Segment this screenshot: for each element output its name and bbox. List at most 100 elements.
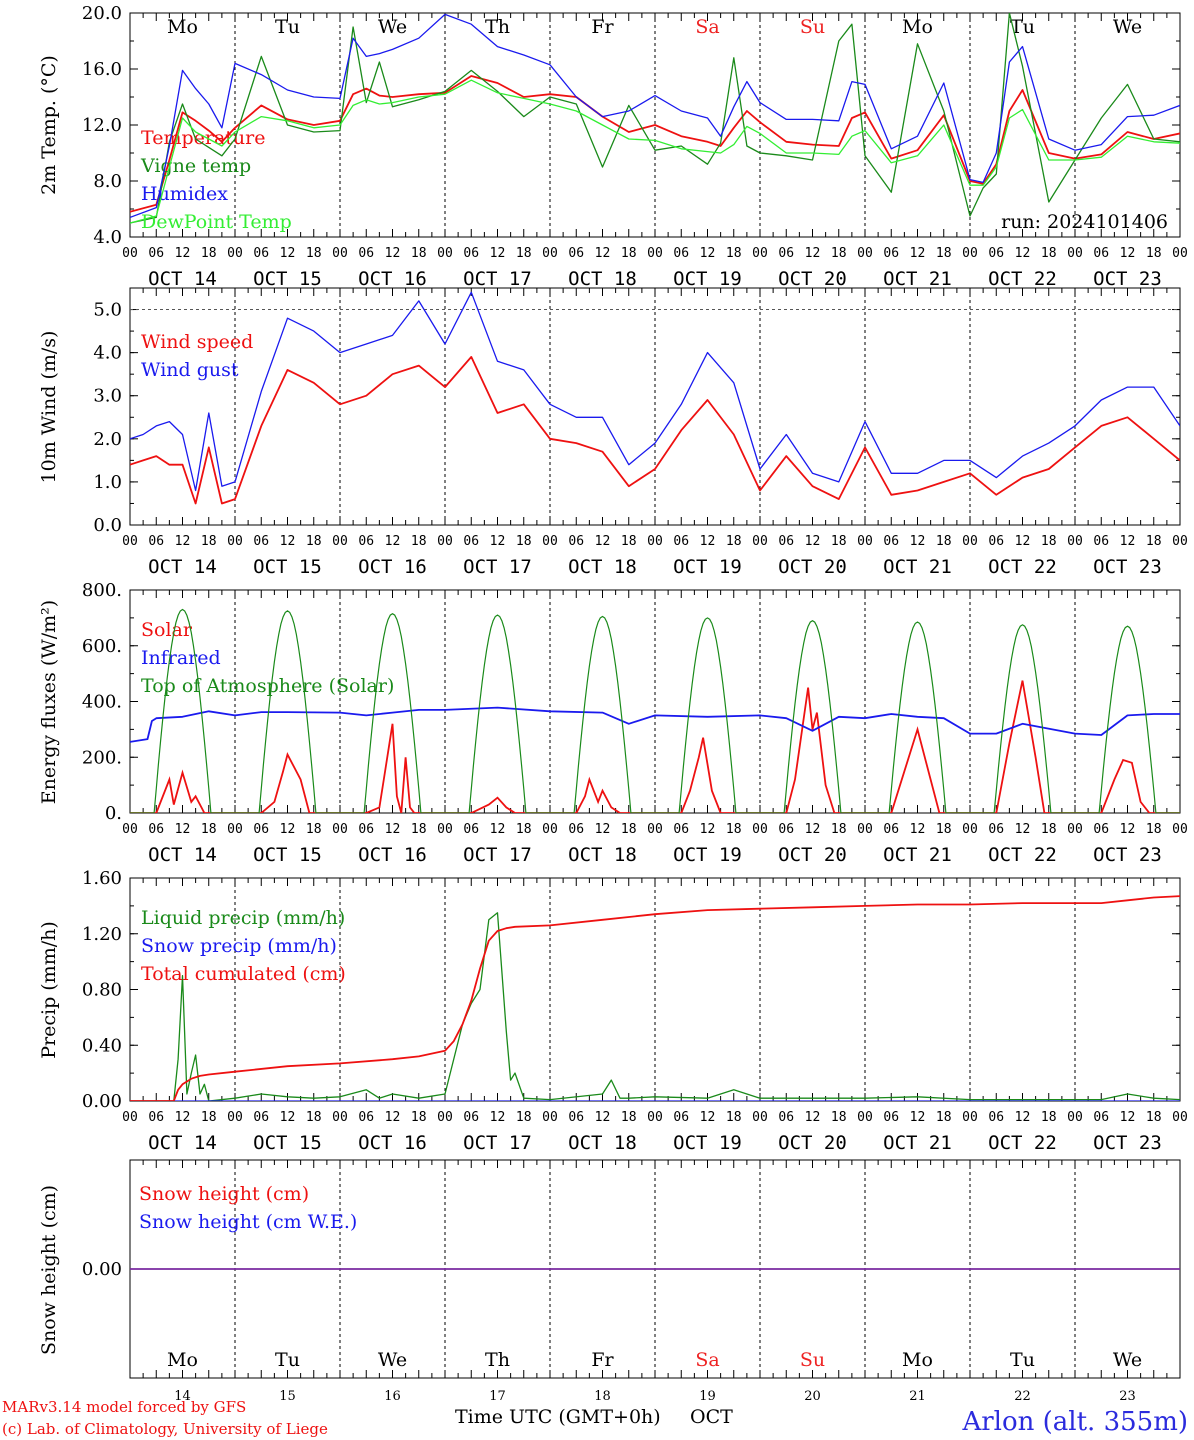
hour-tick-label: 06 (673, 246, 689, 261)
legend-entry: Snow precip (mm/h) (141, 935, 337, 957)
hour-tick-label: 18 (621, 1110, 637, 1125)
y-tick-label: 4.0 (93, 343, 122, 364)
date-label: OCT 20 (778, 268, 847, 290)
hour-tick-label: 18 (516, 534, 532, 549)
hour-tick-label: 12 (1120, 246, 1136, 261)
y-tick-label: 600. (82, 636, 122, 657)
hour-tick-label: 12 (700, 246, 716, 261)
y-tick-label: 1.20 (82, 924, 122, 945)
hour-tick-label: 06 (253, 534, 269, 549)
hour-tick-label: 00 (1172, 246, 1188, 261)
y-tick-label: 2.0 (93, 429, 122, 450)
series-line (130, 291, 1180, 492)
hour-tick-label: 18 (1041, 1110, 1057, 1125)
hour-tick-label: 00 (647, 822, 663, 837)
legend-entry: Temperature (141, 127, 265, 149)
hour-tick-label: 18 (1041, 246, 1057, 261)
hour-tick-label: 18 (726, 822, 742, 837)
panel-precip: 0.00 0.40 0.80 1.20 1.60 Precip (mm/h) 00 06 12 1… (38, 868, 1188, 1154)
hour-tick-label: 06 (253, 246, 269, 261)
hour-tick-label: 00 (1067, 822, 1083, 837)
hour-tick-label: 06 (253, 822, 269, 837)
y-tick-label: 5.0 (93, 300, 122, 321)
hour-tick-label: 06 (778, 822, 794, 837)
hour-tick-label: 18 (831, 1110, 847, 1125)
day-number-label: 16 (384, 1389, 401, 1404)
hour-tick-label: 06 (988, 822, 1004, 837)
hour-tick-label: 18 (306, 246, 322, 261)
hour-tick-label: 12 (175, 534, 191, 549)
hour-tick-label: 00 (122, 1110, 138, 1125)
weekday-label: Sa (695, 16, 719, 38)
y-tick-label: 1.0 (93, 472, 122, 493)
hour-tick-label: 18 (936, 246, 952, 261)
hour-tick-label: 00 (227, 1110, 243, 1125)
hour-tick-label: 00 (332, 246, 348, 261)
hour-tick-label: 00 (962, 1110, 978, 1125)
hour-tick-label: 06 (463, 822, 479, 837)
model-credit-line: MARv3.14 model forced by GFS (2, 1398, 246, 1416)
weekday-label: Tu (1010, 16, 1035, 38)
series-line (130, 706, 1180, 743)
hour-tick-label: 06 (253, 1110, 269, 1125)
y-tick-label: 0.00 (82, 1259, 122, 1280)
legend-entry: Liquid precip (mm/h) (141, 907, 345, 929)
hour-tick-label: 12 (595, 246, 611, 261)
hour-tick-label: 00 (1172, 1110, 1188, 1125)
weekday-label: We (378, 1349, 407, 1371)
hour-tick-label: 18 (621, 246, 637, 261)
date-label: OCT 16 (358, 556, 427, 578)
y-axis-label: Snow height (cm) (38, 1185, 60, 1355)
legend-entry: Total cumulated (cm) (141, 963, 346, 985)
y-axis-label: 2m Temp. (°C) (38, 55, 60, 195)
y-tick-label: 400. (82, 692, 122, 713)
hour-tick-label: 12 (385, 822, 401, 837)
hour-tick-label: 18 (1146, 534, 1162, 549)
hour-tick-label: 06 (673, 1110, 689, 1125)
hour-tick-label: 00 (122, 822, 138, 837)
hour-tick-label: 06 (358, 534, 374, 549)
time-axis-label: Time UTC (GMT+0h) (455, 1406, 661, 1428)
day-number-label: 14 (174, 1389, 191, 1404)
hour-tick-label: 12 (805, 246, 821, 261)
date-label: OCT 16 (358, 1132, 427, 1154)
y-axis-label: Energy fluxes (W/m²) (38, 600, 60, 804)
hour-tick-label: 06 (358, 1110, 374, 1125)
hour-tick-label: 06 (883, 246, 899, 261)
legend-entry: DewPoint Temp (141, 211, 292, 233)
hour-tick-label: 00 (1067, 1110, 1083, 1125)
date-label: OCT 14 (148, 556, 217, 578)
hour-tick-label: 06 (568, 822, 584, 837)
series-line (130, 608, 1180, 813)
y-axis-label: 10m Wind (m/s) (38, 331, 60, 484)
hour-tick-label: 00 (227, 246, 243, 261)
day-number-label: 21 (909, 1389, 926, 1404)
hour-tick-label: 18 (621, 534, 637, 549)
hour-tick-label: 12 (280, 1110, 296, 1125)
date-label: OCT 21 (883, 1132, 952, 1154)
hour-tick-label: 00 (962, 534, 978, 549)
date-label: OCT 21 (883, 556, 952, 578)
hour-tick-label: 12 (175, 822, 191, 837)
hour-tick-label: 06 (568, 246, 584, 261)
hour-tick-label: 00 (227, 822, 243, 837)
hour-tick-label: 00 (857, 822, 873, 837)
hour-tick-label: 12 (490, 1110, 506, 1125)
hour-tick-label: 06 (568, 534, 584, 549)
panel-snow: 0.00 Snow height (cm) Mo Tu We Th Fr Sa Su Mo Tu We… (38, 1159, 1181, 1404)
hour-tick-label: 00 (437, 1110, 453, 1125)
hour-tick-label: 18 (726, 1110, 742, 1125)
hour-tick-label: 00 (752, 822, 768, 837)
hour-tick-label: 06 (148, 534, 164, 549)
series-line (130, 13, 1180, 219)
series-line (130, 79, 1180, 224)
date-label: OCT 18 (568, 556, 637, 578)
hour-tick-label: 06 (883, 822, 899, 837)
hour-tick-label: 00 (1067, 246, 1083, 261)
hour-tick-label: 18 (306, 1110, 322, 1125)
legend-entry: Wind speed (141, 331, 253, 353)
date-label: OCT 20 (778, 1132, 847, 1154)
hour-tick-label: 18 (306, 534, 322, 549)
hour-tick-label: 18 (201, 246, 217, 261)
hour-tick-label: 06 (778, 534, 794, 549)
